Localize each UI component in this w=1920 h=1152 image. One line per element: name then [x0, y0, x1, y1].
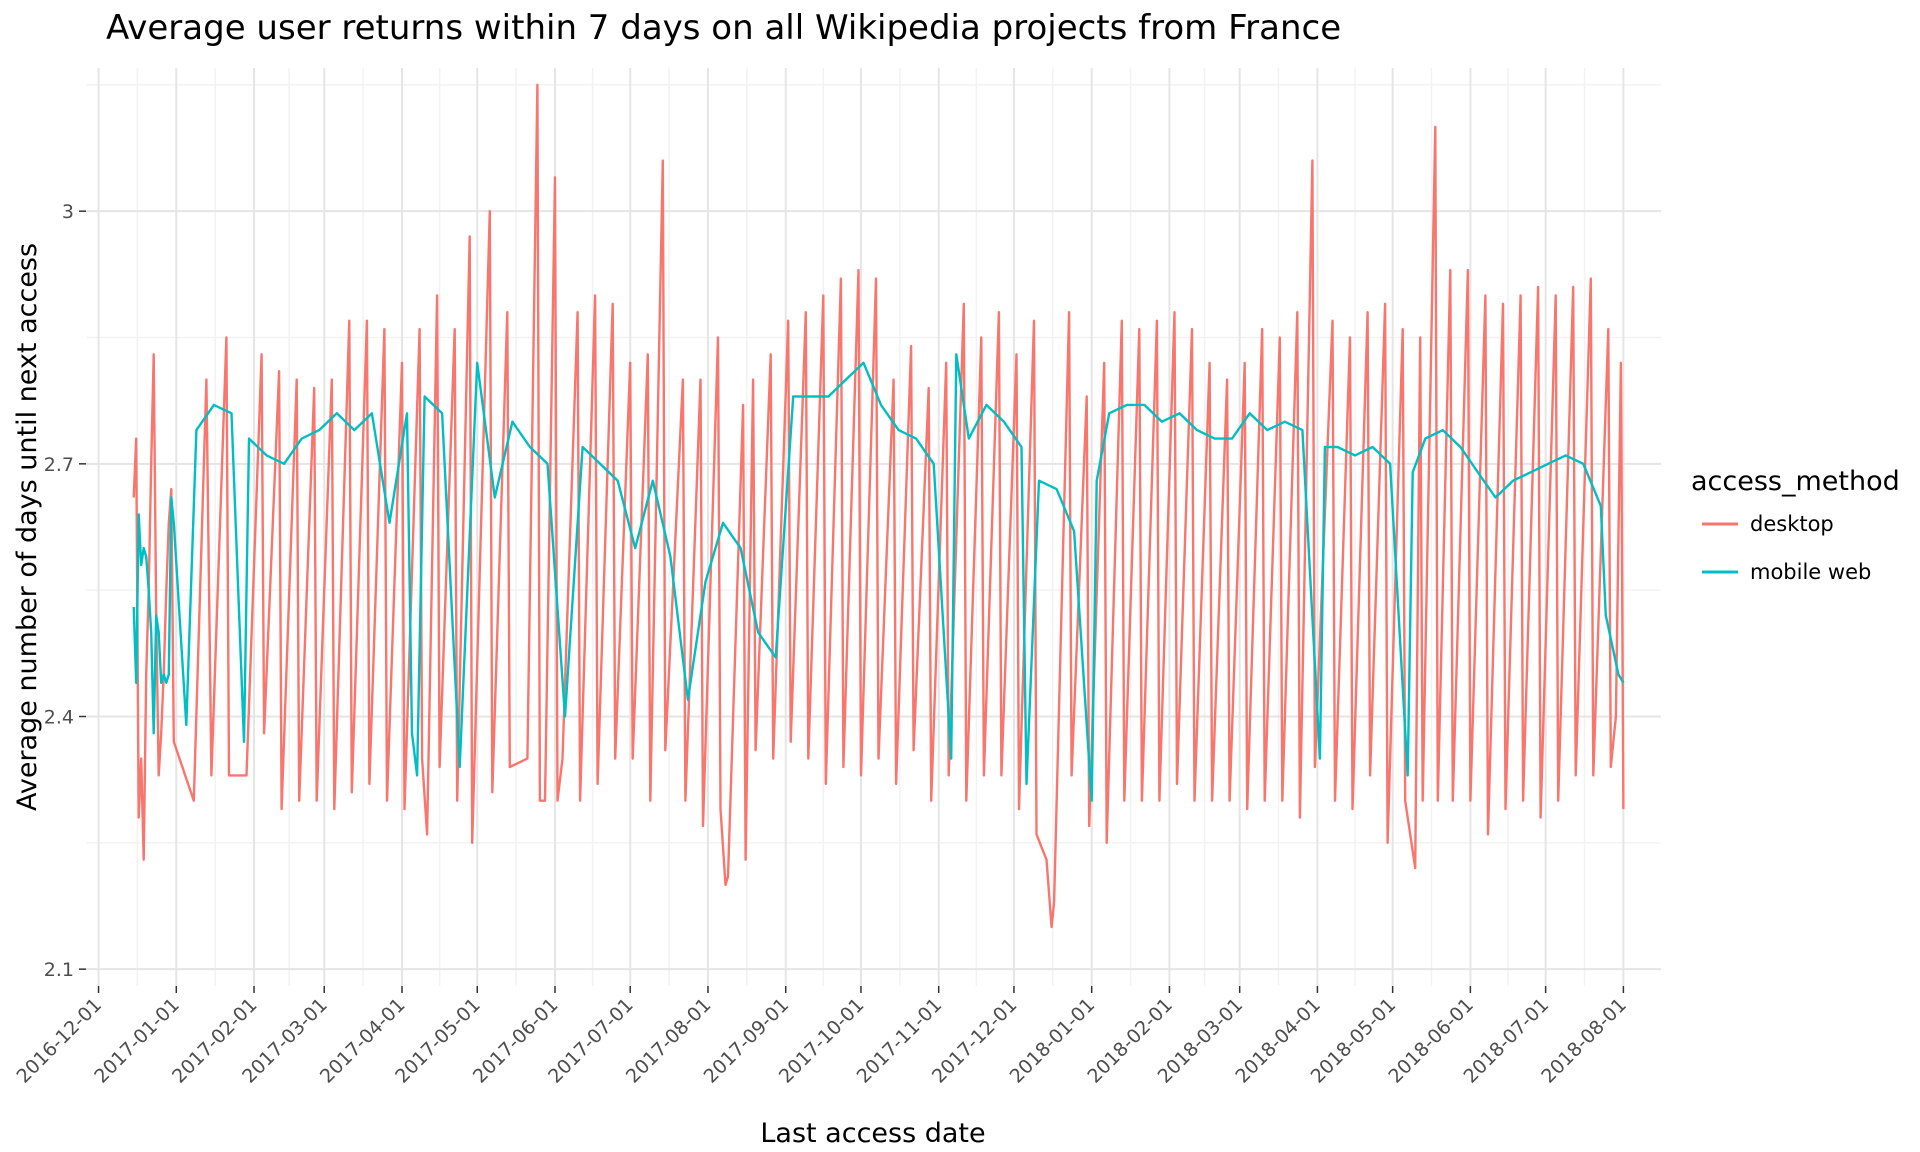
chart-title: Average user returns within 7 days on al… [106, 8, 1342, 48]
legend: access_method desktop mobile web [1691, 466, 1900, 584]
y-axis: 2.1 2.4 2.7 3 [44, 201, 86, 981]
y-axis-title: Average number of days until next access [12, 243, 43, 811]
series-line-desktop [132, 83, 1625, 929]
grid-major [86, 68, 1661, 986]
plot-panel [86, 68, 1661, 986]
y-tick-label: 2.7 [44, 454, 74, 476]
series-line-mobile-web [132, 353, 1625, 802]
y-tick-label: 2.4 [44, 706, 74, 728]
series-lines [132, 83, 1625, 929]
legend-label-desktop: desktop [1750, 512, 1834, 536]
y-tick-label: 3 [62, 201, 74, 223]
legend-label-mobile-web: mobile web [1750, 560, 1871, 584]
legend-title: access_method [1691, 466, 1900, 497]
x-axis-title: Last access date [760, 1118, 985, 1149]
x-axis: 2016-12-012017-01-012017-02-012017-03-01… [12, 986, 1631, 1088]
y-tick-label: 2.1 [44, 959, 74, 981]
